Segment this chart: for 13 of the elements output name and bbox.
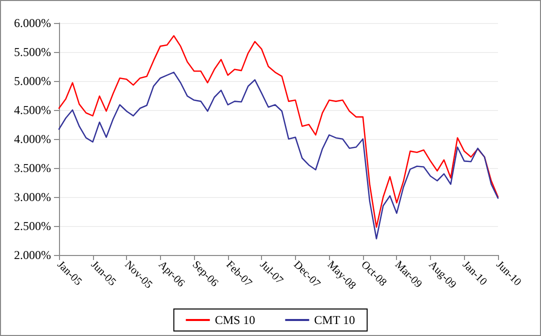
- y-tick-label: 5.500%: [14, 45, 51, 59]
- y-tick-label: 4.500%: [14, 103, 51, 117]
- y-tick-label: 4.000%: [14, 132, 51, 146]
- y-tick-label: 2.000%: [14, 248, 51, 262]
- y-tick-label: 2.500%: [14, 219, 51, 233]
- y-tick-label: 6.000%: [14, 16, 51, 30]
- legend-label: CMT 10: [314, 313, 355, 327]
- y-tick-label: 3.500%: [14, 161, 51, 175]
- line-series: [58, 72, 499, 240]
- y-tick-label: 3.000%: [14, 190, 51, 204]
- line-series: [58, 35, 499, 228]
- legend-label: CMS 10: [214, 313, 256, 327]
- y-tick-label: 5.000%: [14, 74, 51, 88]
